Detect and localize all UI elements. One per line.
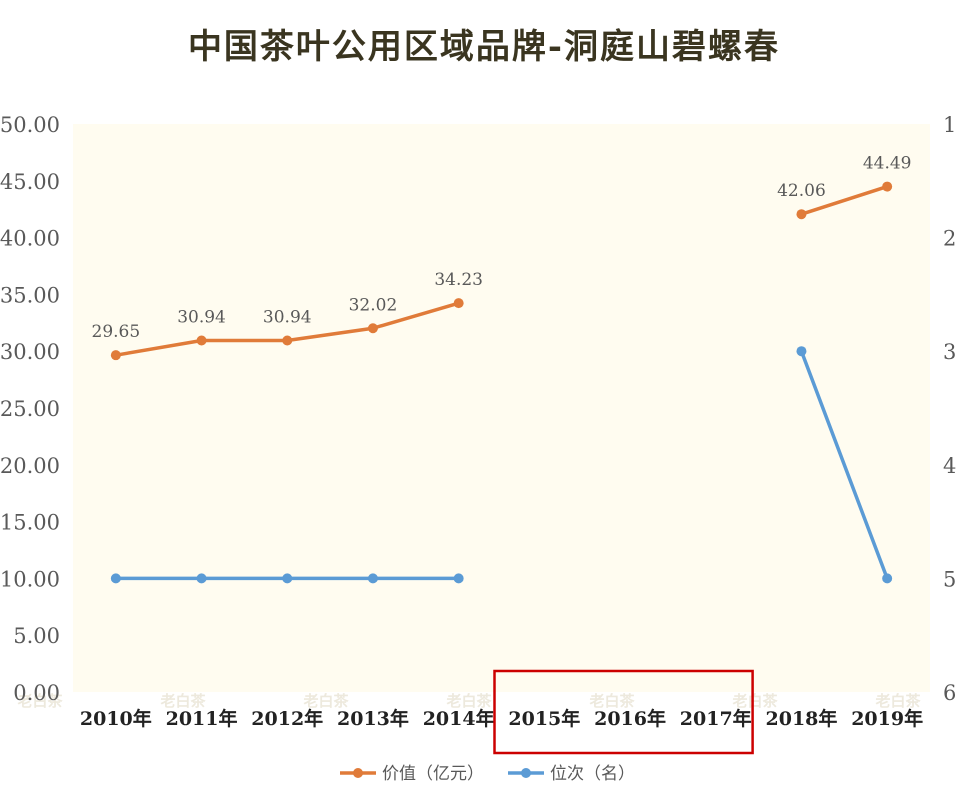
data-label: 29.65: [92, 322, 141, 342]
x-axis-tick-label: 2011年: [166, 707, 238, 730]
legend-swatch-point: [521, 768, 531, 778]
x-axis-tick-label: 2015年: [508, 707, 580, 730]
series-point-0: [367, 323, 378, 334]
legend-label: 价值（亿元）: [382, 764, 484, 784]
watermark-text: 老白茶: [445, 692, 492, 710]
data-label: 32.02: [349, 295, 398, 315]
right-axis-tick-label: 6: [943, 681, 956, 705]
x-axis-tick-label: 2019年: [851, 707, 923, 730]
left-axis-tick-label: 10.00: [0, 567, 60, 591]
series-point-1: [110, 573, 121, 584]
series-point-0: [882, 181, 893, 192]
left-y-axis: 0.00 5.00 10.00 15.00 20.00 25.00 30.00 35.00 40…: [0, 113, 60, 705]
x-axis-tick-label: 2018年: [766, 707, 838, 730]
legend-swatch-point: [353, 768, 363, 778]
watermark-text: 老白茶: [159, 692, 206, 710]
data-label: 42.06: [777, 181, 826, 201]
series-layer: [110, 181, 893, 584]
series-point-0: [110, 350, 121, 361]
series-point-1: [453, 573, 464, 584]
data-label: 44.49: [863, 154, 912, 174]
right-axis-tick-label: 5: [943, 567, 956, 591]
left-axis-tick-label: 5.00: [13, 624, 60, 648]
series-point-1: [282, 573, 293, 584]
right-axis-tick-label: 3: [943, 340, 956, 364]
watermark-text: 老白茶: [16, 692, 63, 710]
series-point-0: [796, 209, 807, 220]
data-labels: 29.65 30.94 30.94 32.02 34.23 42.06 44.49: [92, 154, 912, 343]
x-axis: 2010年 2011年 2012年 2013年 2014年 2015年 2016年 2017年…: [80, 707, 923, 730]
series-point-1: [196, 573, 207, 584]
watermark-text: 老白茶: [874, 692, 921, 710]
left-axis-tick-label: 35.00: [0, 283, 60, 307]
x-axis-tick-label: 2014年: [423, 707, 495, 730]
left-axis-tick-label: 40.00: [0, 227, 60, 251]
left-axis-tick-label: 20.00: [0, 454, 60, 478]
plot-area: [73, 124, 930, 692]
watermark-text: 老白茶: [588, 692, 635, 710]
watermark-text: 老白茶: [302, 692, 349, 710]
chart-title: 中国茶叶公用区域品牌-洞庭山碧螺春: [188, 27, 780, 67]
x-axis-tick-label: 2013年: [337, 707, 409, 730]
series-line-0: [799, 184, 889, 216]
highlight-box: [493, 669, 754, 755]
left-axis-tick-label: 15.00: [0, 511, 60, 535]
series-line-1: [799, 349, 889, 581]
right-axis-tick-label: 4: [943, 454, 956, 478]
left-axis-tick-label: 25.00: [0, 397, 60, 421]
left-axis-tick-label: 0.00: [13, 681, 60, 705]
right-y-axis: 1 2 3 4 5 6: [943, 113, 956, 705]
x-axis-tick-label: 2012年: [251, 707, 323, 730]
series-point-0: [282, 335, 293, 346]
left-axis-tick-label: 50.00: [0, 113, 60, 137]
data-label: 34.23: [434, 270, 483, 290]
watermark-layer: 老白茶 老白茶 老白茶 老白茶 老白茶 老白茶 老白茶: [16, 692, 921, 710]
watermark-text: 老白茶: [731, 692, 778, 710]
data-label: 30.94: [177, 308, 226, 328]
x-axis-tick-label: 2017年: [680, 707, 752, 730]
legend-label: 位次（名）: [550, 764, 635, 784]
right-axis-tick-label: 2: [943, 227, 956, 251]
series-point-1: [367, 573, 378, 584]
series-point-0: [453, 298, 464, 309]
series-point-1: [882, 573, 893, 584]
x-axis-tick-label: 2016年: [594, 707, 666, 730]
left-axis-tick-label: 30.00: [0, 340, 60, 364]
legend: 价值（亿元） 位次（名）: [340, 764, 635, 784]
data-label: 30.94: [263, 308, 312, 328]
series-point-1: [796, 346, 807, 357]
x-axis-tick-label: 2010年: [80, 707, 152, 730]
right-axis-tick-label: 1: [943, 113, 956, 137]
left-axis-tick-label: 45.00: [0, 170, 60, 194]
series-point-0: [196, 335, 207, 346]
